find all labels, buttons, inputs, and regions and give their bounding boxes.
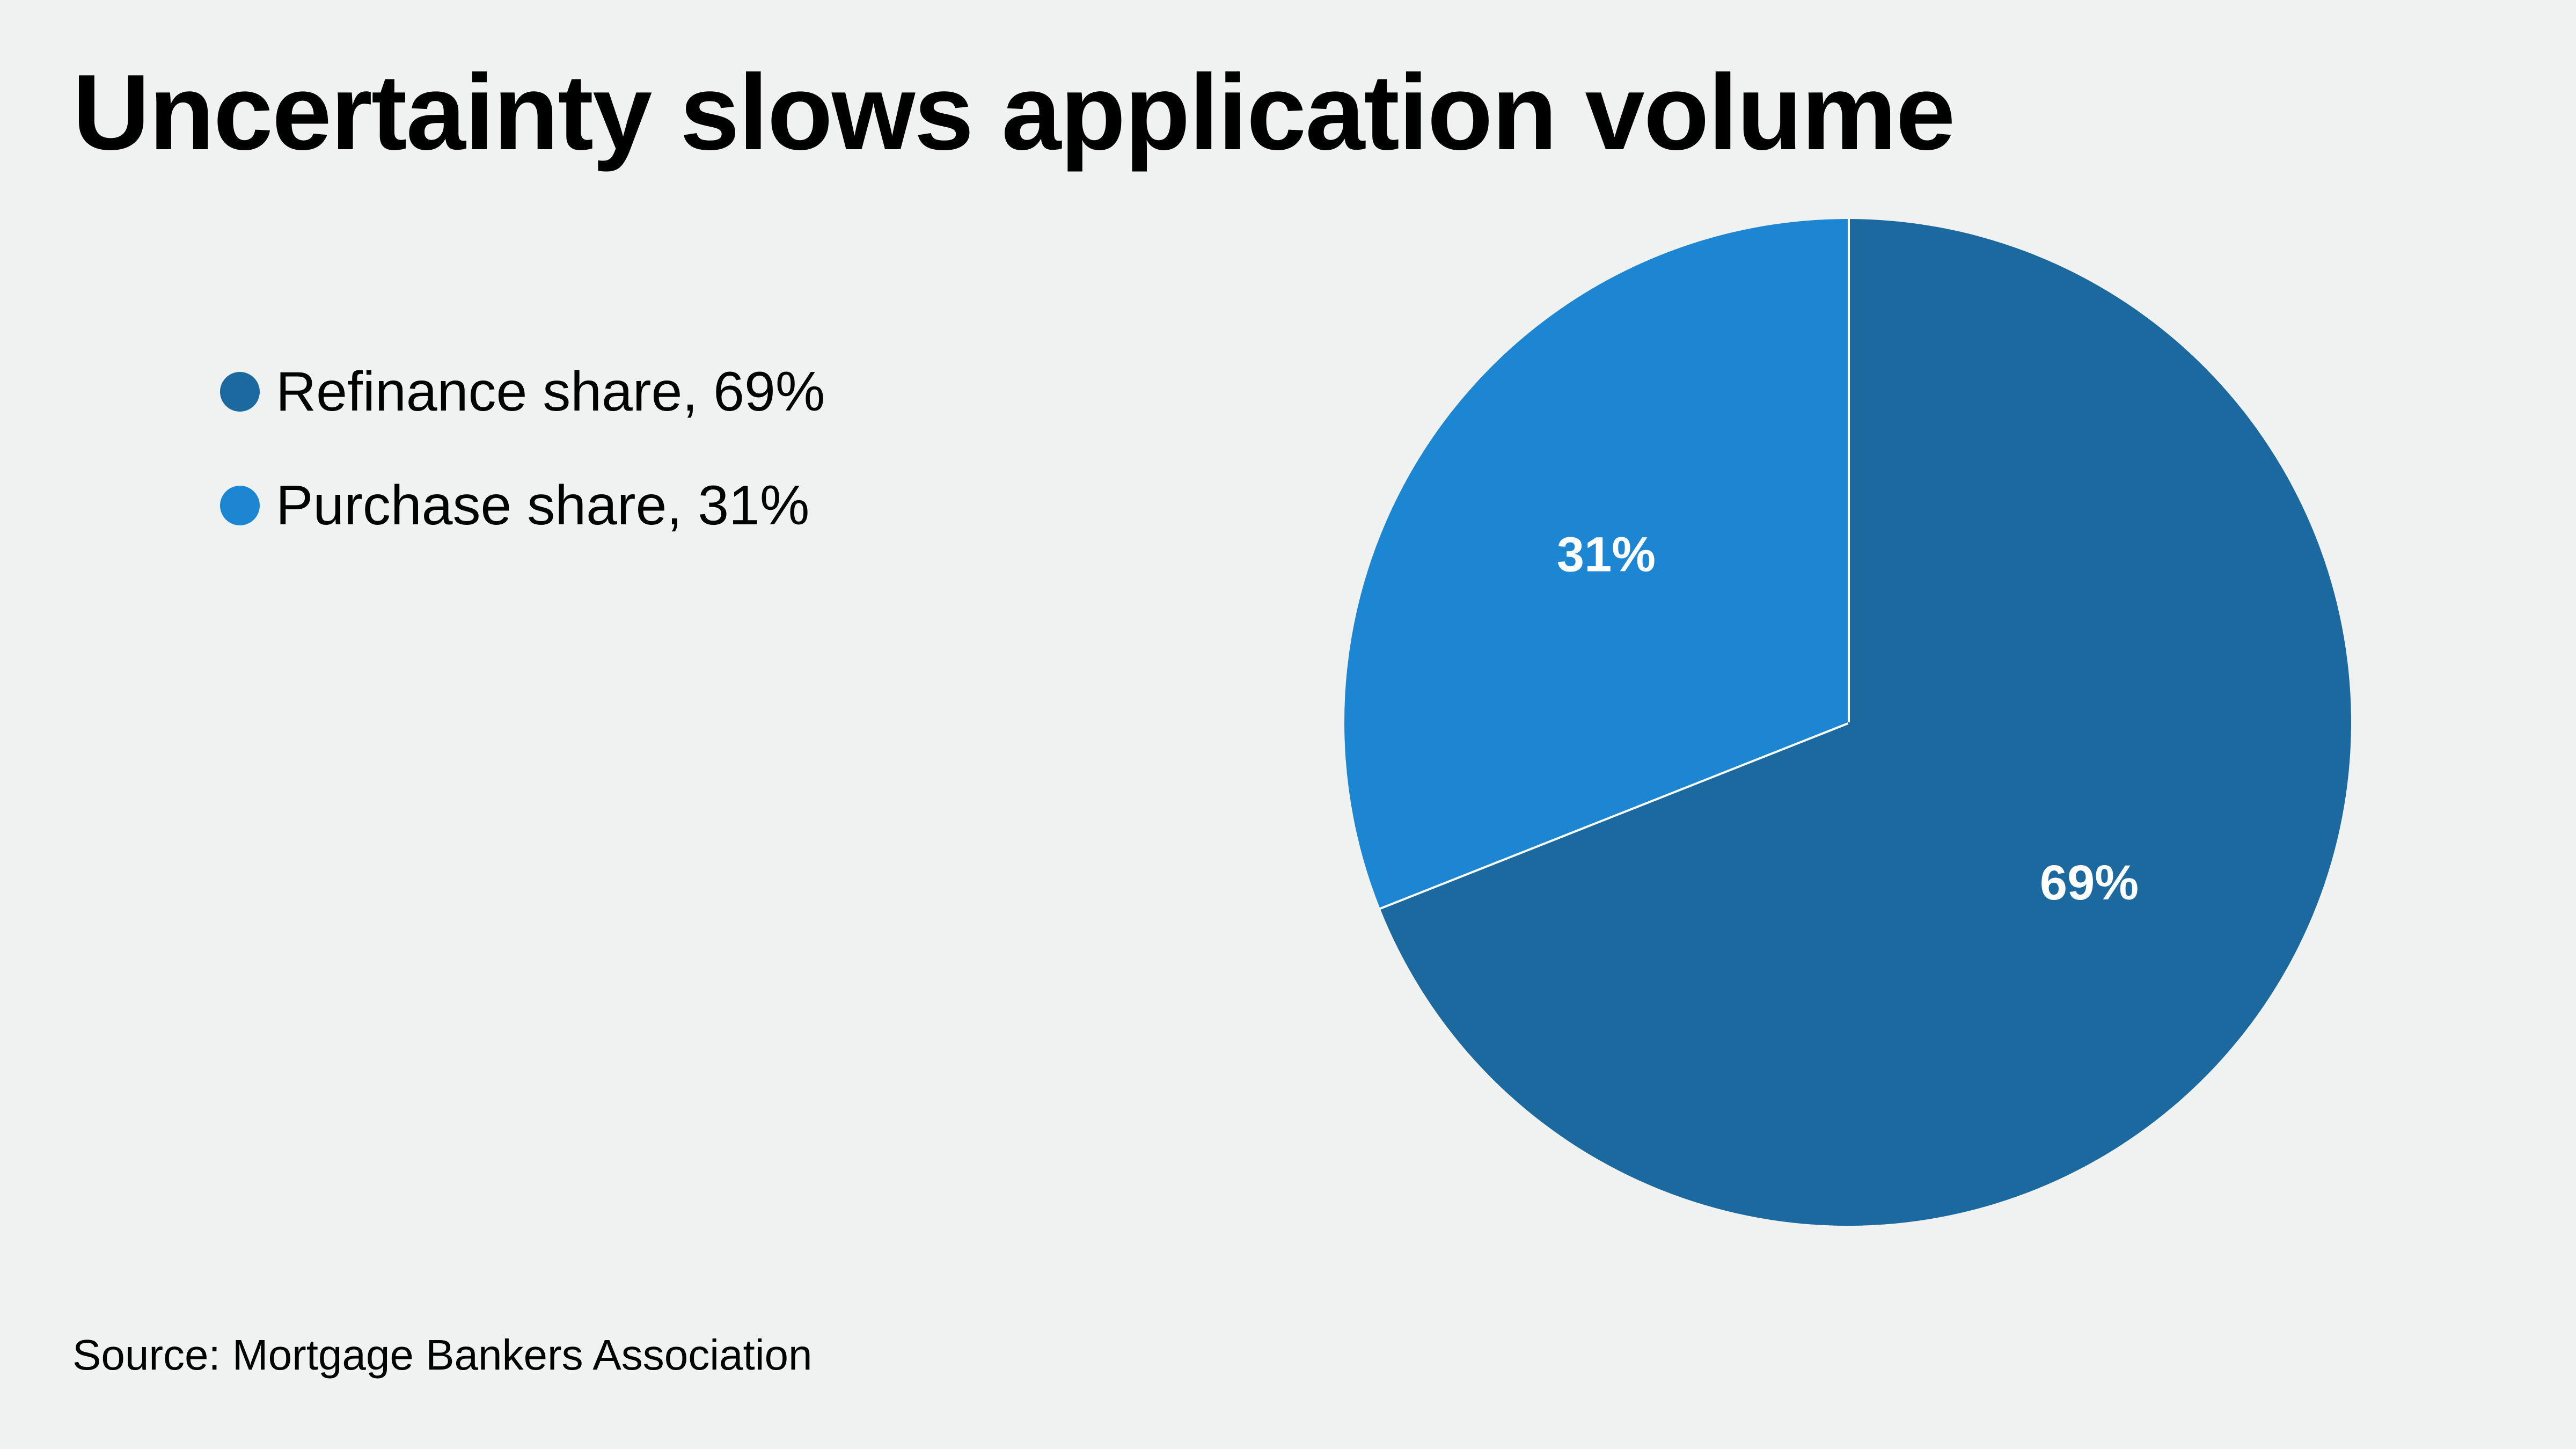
pie-slice-refinance-share bbox=[1379, 218, 2352, 1226]
slice-label-refinance-share: 69% bbox=[2040, 855, 2139, 910]
pie-slice-purchase-share bbox=[1344, 219, 1848, 908]
chart-legend: Refinance share, 69% Purchase share, 31% bbox=[220, 360, 825, 587]
source-note: Source: Mortgage Bankers Association bbox=[72, 1331, 813, 1379]
legend-item-refinance: Refinance share, 69% bbox=[220, 360, 825, 424]
chart-title: Uncertainty slows application volume bbox=[72, 53, 1956, 172]
legend-item-purchase: Purchase share, 31% bbox=[220, 473, 825, 538]
legend-label-purchase: Purchase share, 31% bbox=[276, 474, 810, 537]
legend-label-refinance: Refinance share, 69% bbox=[276, 360, 825, 423]
legend-dot-refinance bbox=[220, 372, 260, 412]
slice-label-purchase-share: 31% bbox=[1557, 527, 1656, 582]
legend-dot-purchase bbox=[220, 486, 260, 525]
